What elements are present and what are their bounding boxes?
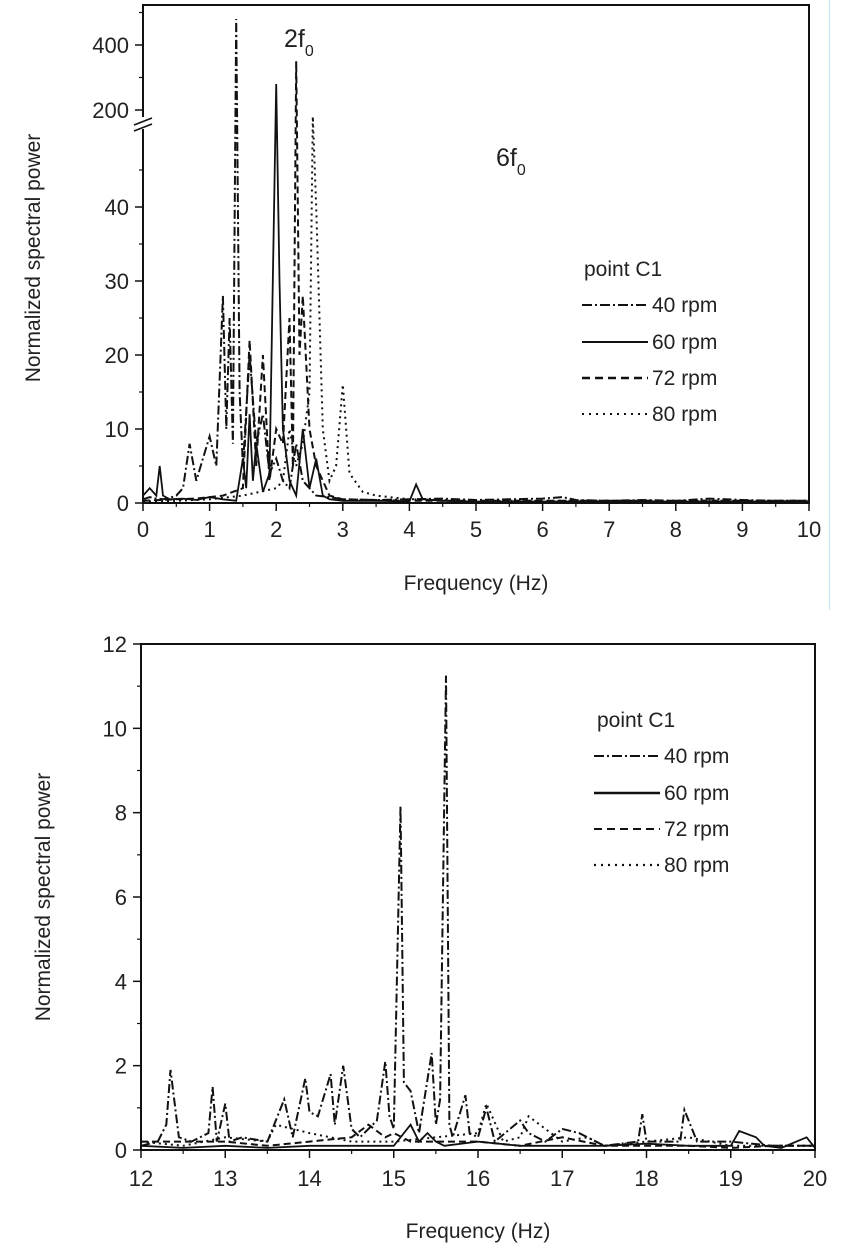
bottom-plot-frame [140,643,816,1151]
x-tick-label: 1 [203,517,215,542]
bottom-legend-item-60rpm: 60 rpm [664,782,729,805]
x-tick-label: 0 [137,517,149,542]
bottom-legend: point C1 40 rpm 60 rpm 72 rpm 80 rpm [594,709,729,877]
y-tick-label: 20 [105,343,129,368]
x-tick-label: 9 [736,517,748,542]
series-line-72rpm [142,61,809,502]
top-axis-ticks: 0 1 2 3 4 5 6 7 8 9 10 0 10 20 30 40 200 400 [92,11,821,542]
top-plot-frame [142,4,810,504]
bottom-axis-ticks: 12 13 14 15 16 17 18 19 20 0 2 4 6 8 10 12 [103,632,828,1191]
y-tick-label: 40 [105,195,129,220]
top-y-axis-title: Normalized spectral power [22,134,45,383]
x-tick-label: 12 [129,1166,153,1191]
page-edge-line [829,0,830,610]
x-tick-label: 3 [337,517,349,542]
y-tick-label: 10 [103,716,127,741]
x-tick-label: 18 [634,1166,658,1191]
y-tick-label: 400 [92,33,129,58]
top-spectrum-chart: 0 1 2 3 4 5 6 7 8 9 10 0 10 20 30 40 200 400 Normalized s… [22,4,821,595]
series-line-40rpm [142,18,809,502]
x-tick-label: 19 [719,1166,743,1191]
bottom-spectrum-chart: 12 13 14 15 16 17 18 19 20 0 2 4 6 8 10 12 Normalized s… [32,632,827,1243]
x-tick-label: 2 [270,517,282,542]
x-tick-label: 4 [403,517,415,542]
y-tick-label: 0 [117,491,129,516]
x-tick-label: 7 [603,517,615,542]
y-tick-label: 12 [103,632,127,657]
x-tick-label: 17 [550,1166,574,1191]
x-tick-label: 6 [536,517,548,542]
top-legend-item-60rpm: 60 rpm [652,331,717,354]
top-series-group [142,18,809,503]
y-tick-label: 4 [115,969,127,994]
y-tick-label: 2 [115,1054,127,1079]
series-line-80rpm [140,1100,815,1147]
x-tick-label: 13 [213,1166,237,1191]
x-tick-label: 14 [297,1166,321,1191]
annotation-2f0: 2f0 [284,25,314,60]
y-tick-label: 200 [92,98,129,123]
bottom-legend-item-40rpm: 40 rpm [664,745,729,768]
x-tick-label: 15 [382,1166,406,1191]
y-tick-label: 8 [115,801,127,826]
x-tick-label: 8 [670,517,682,542]
bottom-series-group [140,675,816,1149]
top-legend-item-80rpm: 80 rpm [652,403,717,426]
bottom-legend-item-80rpm: 80 rpm [664,854,729,877]
x-tick-label: 5 [470,517,482,542]
x-tick-label: 16 [466,1166,490,1191]
y-tick-label: 6 [115,885,127,910]
top-legend: point C1 40 rpm 60 rpm 72 rpm 80 rpm [582,258,717,426]
series-line-60rpm [140,1123,816,1149]
y-tick-label: 10 [105,417,129,442]
annotation-6f0: 6f0 [496,144,526,179]
series-line-72rpm [141,1123,815,1149]
y-axis-break-icon [132,117,153,132]
x-tick-label: 20 [803,1166,827,1191]
bottom-legend-title: point C1 [597,709,675,732]
top-x-axis-title: Frequency (Hz) [404,572,549,595]
top-legend-title: point C1 [584,258,662,281]
top-legend-item-40rpm: 40 rpm [652,294,717,317]
series-line-40rpm [140,675,815,1147]
series-line-60rpm [142,83,809,503]
y-tick-label: 30 [105,269,129,294]
x-tick-label: 10 [797,517,821,542]
bottom-y-axis-title: Normalized spectral power [32,773,55,1022]
y-tick-label: 0 [115,1138,127,1163]
bottom-x-axis-title: Frequency (Hz) [406,1220,551,1243]
bottom-legend-item-72rpm: 72 rpm [664,818,729,841]
top-legend-item-72rpm: 72 rpm [652,367,717,390]
